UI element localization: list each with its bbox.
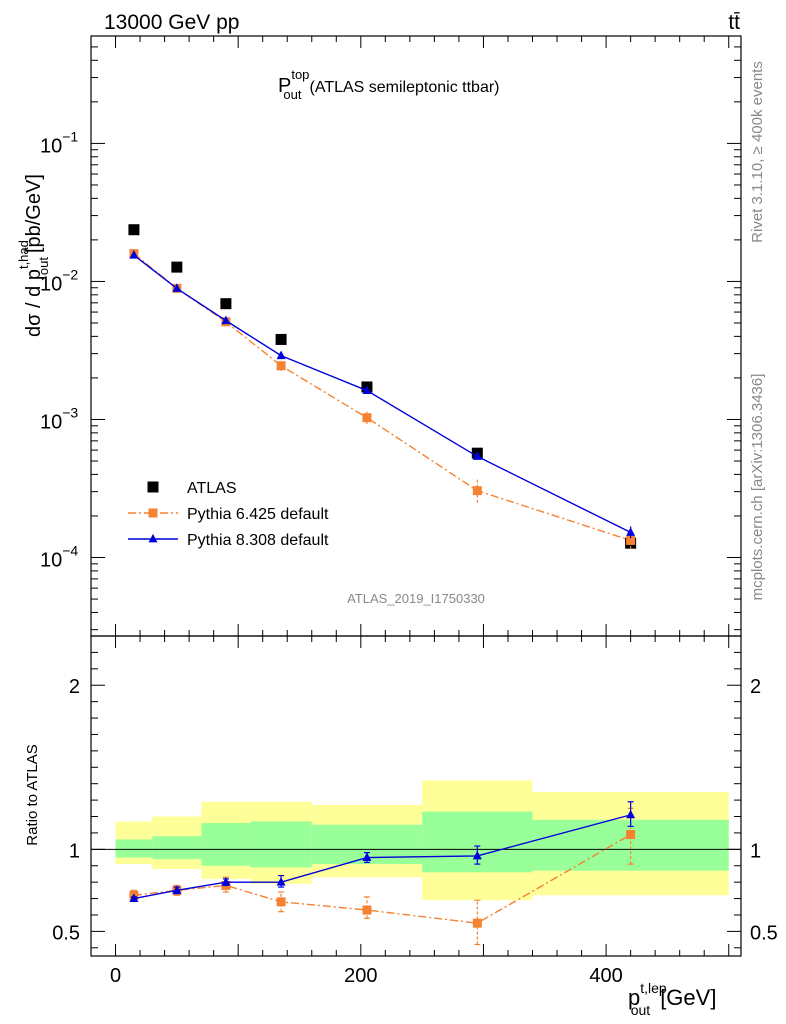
uncertainty-band-green <box>115 839 153 858</box>
pythia-6-425-default-point <box>362 413 372 423</box>
pythia-6-425-default-ratio-point <box>626 830 636 840</box>
legend-label-pythia-6-425-default: Pythia 6.425 default <box>187 506 329 523</box>
atlas-point <box>220 298 232 310</box>
legend: ATLAS Pythia 6.425 default Pythia 8.308 de… <box>128 480 329 549</box>
title-sup: top <box>291 67 309 82</box>
x-axis-label: pt,lep out [GeV] <box>628 980 716 1018</box>
ratio-y-tick-label-right: 2 <box>750 676 761 698</box>
x-tick-label: 400 <box>589 965 622 987</box>
ratio-plot: 0 200 400 0.5 0.5 1 1 2 2 <box>52 635 778 987</box>
xlabel-post: [GeV] <box>660 985 716 1010</box>
atlas-point <box>275 333 287 345</box>
pythia-6-425-default-ratio-point <box>276 897 286 907</box>
pythia-8-308-default-ratio-point <box>472 850 482 860</box>
legend-marker-atlas <box>147 481 159 493</box>
pythia-8-308-default-point <box>129 250 139 259</box>
uncertainty-band-green <box>152 836 202 860</box>
pythia-8-308-default-ratio-point <box>626 809 636 819</box>
pythia-6-425-default-point <box>276 361 286 371</box>
title-main: P <box>278 75 291 97</box>
pythia-6-425-default-point <box>472 486 482 496</box>
pythia-8-308-default-point <box>362 385 372 394</box>
ylabel-post: [pb/GeV] <box>23 174 45 253</box>
ratio-frame <box>90 635 742 957</box>
pythia-8-308-default-point <box>472 451 482 460</box>
xlabel-pre: p <box>628 985 640 1010</box>
mcplots-label: mcplots.cern.ch [arXiv:1306.3436] <box>749 374 766 601</box>
pythia-8-308-default-point <box>172 283 182 292</box>
legend-label-atlas: ATLAS <box>187 480 237 497</box>
x-tick-label: 0 <box>110 965 121 987</box>
title-sub: out <box>283 87 301 102</box>
pythia-8-308-default-ratio-point <box>362 852 372 861</box>
uncertainty-band-green <box>201 823 251 866</box>
energy-label: 13000 GeV pp <box>104 11 239 34</box>
xlabel-sub: out <box>631 1002 651 1018</box>
pythia-8-308-default-ratio-point <box>221 877 231 886</box>
atlas-point <box>128 224 140 236</box>
pythia-8-308-default-ratio-point <box>129 893 139 902</box>
pythia-8-308-default-ratio-point <box>172 885 182 894</box>
ratio-y-tick-label-left: 1 <box>69 840 80 862</box>
ylabel-sub: out <box>36 257 51 275</box>
title-rest: (ATLAS semileptonic ttbar) <box>310 79 500 96</box>
main-y-axis-label: dσ / d pt,had out [pb/GeV] <box>16 174 51 337</box>
rivet-version-label: Rivet 3.1.10, ≥ 400k events <box>749 61 766 243</box>
legend-label-pythia-8-308-default: Pythia 8.308 default <box>187 532 329 549</box>
ratio-y-tick-label-right: 0.5 <box>750 922 778 944</box>
ratio-y-tick-label-right: 1 <box>750 840 761 862</box>
ylabel-pre: dσ / d p <box>23 269 45 337</box>
uncertainty-band-green <box>250 821 312 868</box>
pythia-6-425-default-ratio-point <box>362 905 372 915</box>
pythia-8-308-default-point <box>276 350 286 360</box>
main-plot-title: Ptop out (ATLAS semileptonic ttbar) <box>278 67 500 102</box>
pythia-6-425-default-line <box>133 253 631 542</box>
xlabel-sup: t,lep <box>640 980 667 996</box>
atlas-point <box>171 261 183 273</box>
y-tick-label: 10−4 <box>40 543 78 572</box>
pythia-8-308-default-point <box>221 315 231 325</box>
process-label: tt̄ <box>728 11 740 34</box>
pythia-8-308-default-ratio-point <box>276 877 286 886</box>
x-tick-label: 200 <box>344 965 377 987</box>
ratio-y-tick-label-left: 2 <box>69 676 80 698</box>
pythia-6-425-default-point <box>626 535 636 545</box>
ratio-y-axis-label: Ratio to ATLAS <box>24 744 41 845</box>
legend-marker-pythia-8-308-default <box>148 533 158 543</box>
y-tick-label: 10−2 <box>40 266 78 295</box>
y-tick-label: 10−1 <box>40 128 78 157</box>
pythia-6-425-default-ratio-point <box>472 918 482 928</box>
main-plot: 10−4 10−3 10−2 10−1 <box>40 35 742 637</box>
ratio-y-tick-label-left: 0.5 <box>52 922 80 944</box>
analysis-watermark: ATLAS_2019_I1750330 <box>347 591 485 606</box>
legend-marker-pythia-6-425-default <box>148 508 158 518</box>
y-tick-label: 10−3 <box>40 404 78 433</box>
ylabel-sup: t,had <box>16 240 31 269</box>
pythia-8-308-default-point <box>626 527 636 536</box>
